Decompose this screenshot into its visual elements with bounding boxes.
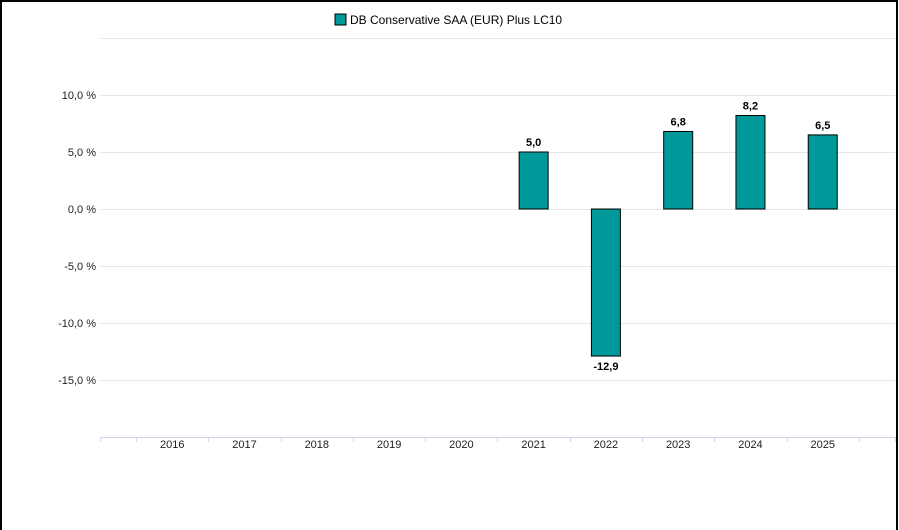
x-tick-label: 2018 [305,439,329,451]
legend-item[interactable]: DB Conservative SAA (EUR) Plus LC10 [334,13,562,27]
bar-2025[interactable] [807,134,838,210]
gridlines [100,38,895,381]
y-axis: 10,0 % 5,0 % 0,0 % -5,0 % -10,0 % -15,0 % [58,90,96,387]
y-tick-label: -5,0 % [64,261,96,273]
data-label-2021: 5,0 [526,137,541,149]
y-tick-label: 5,0 % [68,147,96,159]
x-tick-label: 2019 [377,439,401,451]
bar-2021[interactable] [518,151,549,210]
x-tick-label: 2020 [449,439,473,451]
data-labels: 5,0 -12,9 6,8 8,2 6,5 [526,101,830,374]
data-label-2024: 8,2 [743,101,758,113]
y-tick-label: 0,0 % [68,204,96,216]
y-tick-label: -15,0 % [58,375,96,387]
x-tick-label: 2022 [594,439,618,451]
data-label-2025: 6,5 [815,120,830,132]
bar-2023[interactable] [663,130,694,210]
x-tick-label: 2024 [738,439,762,451]
x-tick-label: 2017 [232,439,256,451]
bar-series [518,115,838,357]
x-tick-label: 2021 [521,439,545,451]
y-tick-label: 10,0 % [62,90,96,102]
x-tick-label: 2025 [810,439,834,451]
x-tick-label: 2016 [160,439,184,451]
y-tick-label: -10,0 % [58,318,96,330]
bar-2022[interactable] [590,208,621,357]
data-label-2023: 6,8 [671,116,686,128]
legend-label: DB Conservative SAA (EUR) Plus LC10 [350,13,562,27]
x-axis: 2016 2017 2018 2019 2020 2021 2022 2023 2024 2025 [100,437,896,451]
x-tick-label: 2023 [666,439,690,451]
bar-2024[interactable] [735,115,766,210]
data-label-2022: -12,9 [593,361,618,373]
legend-swatch [334,13,347,26]
